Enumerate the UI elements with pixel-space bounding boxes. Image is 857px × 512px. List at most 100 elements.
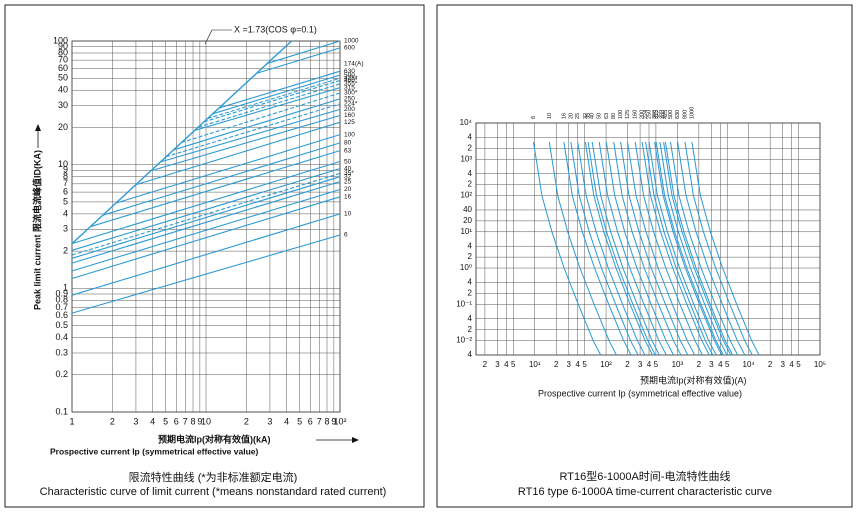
series-label: 40 — [344, 165, 352, 172]
curve — [584, 141, 653, 356]
series-label: 200 — [640, 110, 646, 119]
curve — [691, 141, 760, 356]
series-label: 250 — [646, 110, 652, 119]
y-tick-label: 0.4 — [55, 332, 68, 342]
curve — [677, 141, 746, 356]
y-tick-label: 6 — [63, 186, 68, 196]
series-label: 25 — [344, 178, 352, 185]
curve — [267, 40, 341, 64]
x-tick-label: 10² — [333, 416, 346, 426]
x-tick-label: 5 — [796, 360, 801, 369]
y-tick-label: 10⁰ — [460, 263, 472, 272]
y-tick-label: 4 — [468, 133, 473, 142]
curve — [71, 176, 341, 259]
curve — [71, 181, 341, 264]
curve — [198, 83, 341, 128]
x-tick-label: 4 — [504, 360, 509, 369]
x-tick-label: 10² — [600, 360, 612, 369]
x-tick-label: 3 — [495, 360, 500, 369]
curve — [577, 141, 646, 356]
x-tick-label: 5 — [654, 360, 659, 369]
curve — [533, 141, 602, 356]
x-tick-label: 5 — [163, 416, 168, 426]
curve — [194, 87, 341, 132]
y-tick-label: 10³ — [460, 154, 472, 163]
series-label: 50 — [344, 158, 352, 165]
series-label: 125 — [344, 119, 355, 126]
x-tick-label: 5 — [725, 360, 730, 369]
curve — [102, 142, 341, 216]
series-label: 425 — [663, 110, 669, 119]
curve — [71, 168, 341, 251]
y-tick-label: 4 — [468, 241, 473, 250]
caption: 限流特性曲线 (*为非标准额定电流) — [129, 470, 298, 484]
y-tick-label: 4 — [468, 278, 473, 287]
x-tick-label: 8 — [325, 416, 330, 426]
curve — [212, 74, 341, 115]
series-label: 6 — [531, 116, 537, 119]
y-tick-label: 10⁻² — [456, 336, 472, 345]
x-tick-label: 2 — [697, 360, 702, 369]
series-label: 63 — [344, 147, 352, 154]
x-tick-label: 2 — [244, 416, 249, 426]
y-tick-label: 0.5 — [55, 320, 68, 330]
y-tick-label: 10² — [460, 191, 472, 200]
series-label: 355* — [344, 81, 358, 88]
y-tick-label: 2 — [468, 180, 473, 189]
x-tick-label: 2 — [625, 360, 630, 369]
x-tick-label: 10⁴ — [743, 360, 756, 369]
y-tick-label: 4 — [468, 169, 473, 178]
x-tick-label: 5 — [511, 360, 516, 369]
y-tick-label: 4 — [468, 314, 473, 323]
series-label: 355 — [657, 110, 663, 119]
right-panel — [436, 4, 853, 508]
x-tick-label: 4 — [575, 360, 580, 369]
series-label: 300 — [652, 110, 658, 119]
series-label: 20 — [568, 113, 574, 119]
x-tick-label: 3 — [638, 360, 643, 369]
curve — [605, 141, 674, 356]
curve — [634, 141, 703, 356]
curve — [150, 114, 341, 172]
curve — [659, 141, 728, 356]
curve — [664, 141, 734, 356]
curve — [620, 141, 689, 356]
series-label: 10 — [547, 113, 553, 119]
y-tick-label: 0.9 — [55, 288, 68, 298]
series-label: 80 — [611, 113, 617, 119]
x-tick-label: 4 — [789, 360, 794, 369]
curve — [654, 141, 723, 356]
curve — [71, 160, 341, 245]
curve — [160, 108, 341, 163]
series-label: 16 — [344, 193, 352, 200]
curve — [90, 150, 341, 228]
annotation: 174(A) — [344, 61, 364, 68]
x-tick-label: 9 — [197, 416, 202, 426]
x-tick-label: 1 — [69, 416, 74, 426]
x-tick-label: 10⁵ — [814, 360, 826, 369]
series-label: 1000 — [344, 38, 359, 45]
curve — [570, 141, 639, 356]
x-tick-label: 2 — [483, 360, 488, 369]
y-tick-label: 5 — [63, 196, 68, 206]
curve — [71, 213, 341, 296]
left-panel — [4, 4, 425, 508]
series-label: 224 — [643, 110, 649, 119]
series-label: 16 — [561, 113, 567, 119]
series-label: 10 — [344, 211, 352, 218]
series-label: 100 — [344, 131, 355, 138]
series-label: 35* — [344, 170, 354, 177]
x-tick-label: 7 — [183, 416, 188, 426]
y-tick-label: 10¹ — [460, 227, 472, 236]
curve — [645, 141, 714, 356]
x-tick-label: 6 — [308, 416, 313, 426]
series-label: 32 — [583, 113, 589, 119]
series-label: 32 — [344, 173, 352, 180]
x-tick-label: 5 — [582, 360, 587, 369]
x-tick-label: 2 — [110, 416, 115, 426]
x-tick-label: 2 — [768, 360, 773, 369]
curve — [116, 134, 341, 204]
y-tick-label: 40 — [58, 85, 68, 95]
series-label: 25 — [575, 113, 581, 119]
